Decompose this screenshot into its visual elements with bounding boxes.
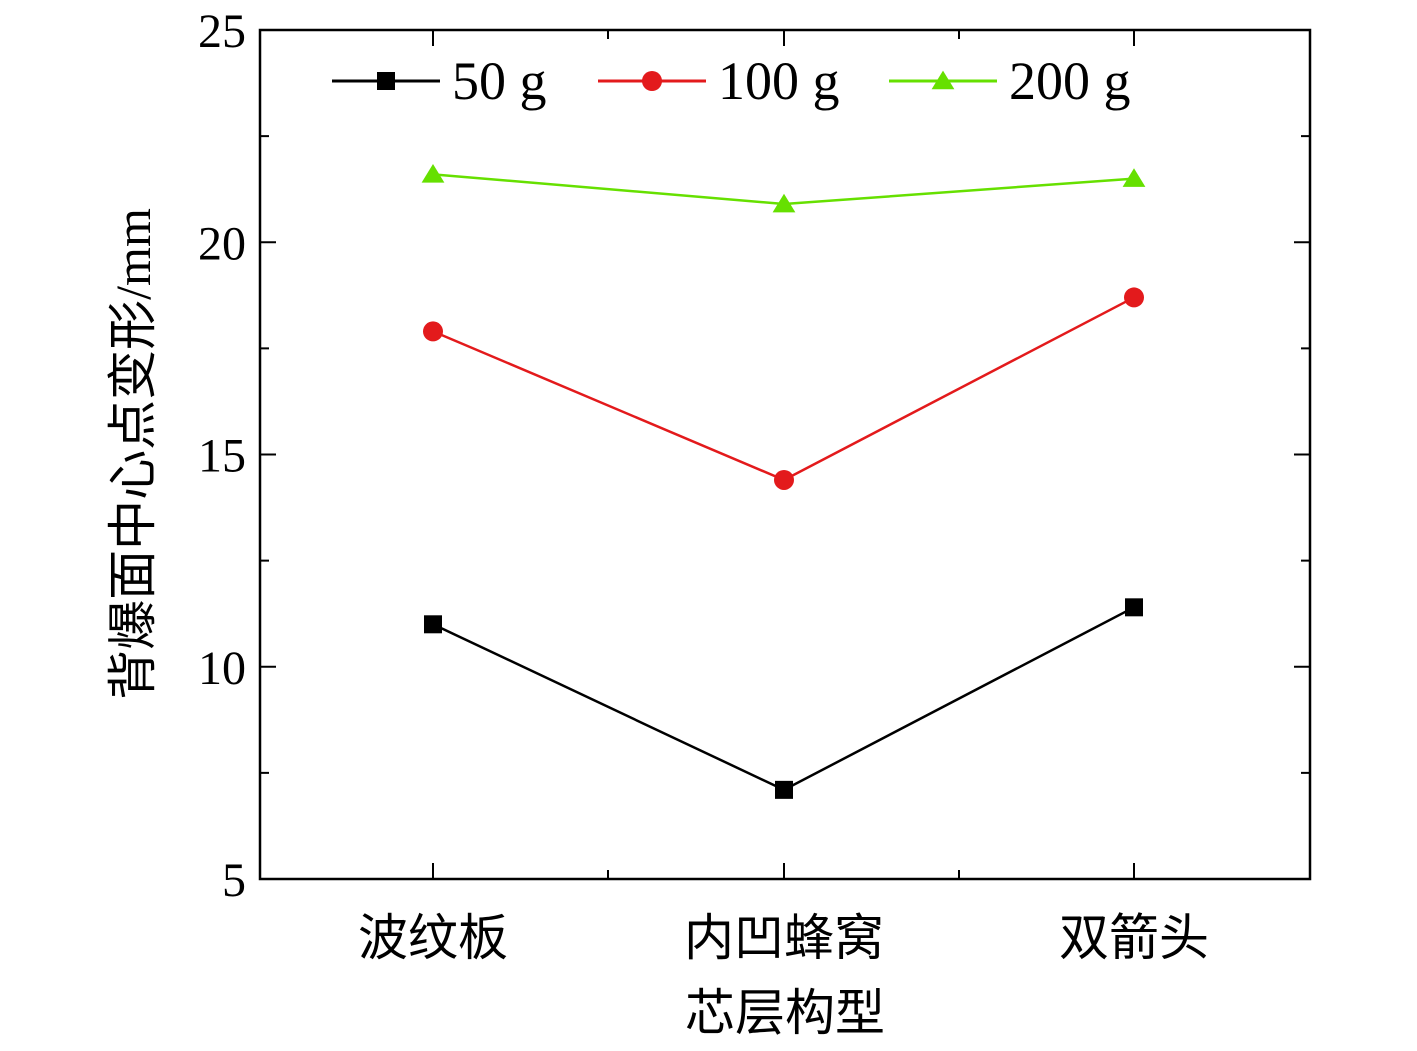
data-point xyxy=(423,321,443,342)
legend-marker xyxy=(931,70,955,90)
y-tick-label: 10 xyxy=(198,642,246,695)
x-tick-label: 内凹蜂窝 xyxy=(684,910,884,966)
y-tick-label: 15 xyxy=(198,430,246,483)
legend: 50 g 100 g 200 g xyxy=(332,51,1131,111)
series-1 xyxy=(424,598,1143,799)
data-point xyxy=(1122,168,1146,187)
legend-label: 200 g xyxy=(1009,51,1131,111)
series-2 xyxy=(423,287,1144,490)
data-point xyxy=(421,163,445,183)
y-tick-label: 25 xyxy=(198,5,246,58)
data-point xyxy=(772,193,796,213)
series-line xyxy=(432,296,1135,482)
data-point xyxy=(774,469,794,490)
x-tick-label: 波纹板 xyxy=(358,910,508,966)
legend-item: 100 g xyxy=(598,51,840,111)
legend-marker xyxy=(642,71,662,91)
series-line xyxy=(432,606,1135,792)
y-tick-label: 20 xyxy=(198,217,246,270)
y-tick-label: 5 xyxy=(222,854,246,907)
data-point xyxy=(1125,598,1143,617)
data-point xyxy=(775,780,793,799)
legend-marker xyxy=(377,72,395,90)
x-axis-title: 芯层构型 xyxy=(685,985,885,1041)
series-3 xyxy=(421,163,1146,213)
legend-item: 50 g xyxy=(332,51,547,111)
data-point xyxy=(1124,287,1144,308)
series-group xyxy=(421,163,1146,799)
data-point xyxy=(424,615,442,634)
x-tick-label: 双箭头 xyxy=(1059,910,1209,966)
tick-group: 5 10 15 20 25 波纹板 内凹蜂窝 双箭头 xyxy=(198,5,1310,966)
legend-item: 200 g xyxy=(889,51,1131,111)
legend-label: 100 g xyxy=(718,51,840,111)
y-axis-title: 背爆面中心点变形/mm xyxy=(105,208,161,700)
legend-label: 50 g xyxy=(452,51,547,111)
plot-frame xyxy=(258,28,1312,881)
